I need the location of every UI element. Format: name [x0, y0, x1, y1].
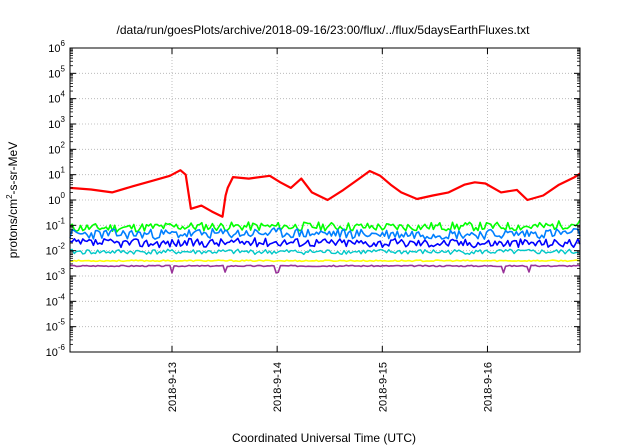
series-line-6 — [69, 264, 581, 274]
y-tick-label-base: 10 — [46, 220, 58, 232]
y-tick-label: 101 — [48, 166, 65, 182]
y-tick-label-base: 10 — [48, 94, 60, 106]
series-lines — [69, 169, 581, 274]
y-tick-label: 10-1 — [46, 216, 66, 232]
y-tick-label-exp: 1 — [61, 166, 66, 175]
y-tick-label: 10-6 — [46, 343, 66, 359]
y-tick-label: 10-4 — [46, 292, 66, 308]
y-tick-label-base: 10 — [48, 119, 60, 131]
y-tick-label-exp: -6 — [58, 343, 66, 352]
x-tick-label: 2018-9-13 — [167, 362, 179, 412]
y-tick-label: 105 — [48, 64, 65, 80]
y-tick-label-exp: -1 — [58, 216, 66, 225]
y-axis-label: protons/cm2-s-sr-MeV — [5, 142, 20, 258]
series-line-4 — [69, 248, 581, 256]
series-line-1 — [69, 219, 581, 233]
y-tick-label: 10-3 — [46, 267, 66, 283]
x-tick-label: 2018-9-14 — [272, 362, 284, 412]
y-tick-label-base: 10 — [48, 68, 60, 80]
y-tick-label-exp: -5 — [58, 318, 66, 327]
y-tick-label-base: 10 — [48, 170, 60, 182]
series-line-5 — [69, 259, 581, 263]
y-tick-label-exp: -3 — [58, 267, 66, 276]
y-tick-label-exp: 3 — [61, 115, 66, 124]
y-tick-label-base: 10 — [46, 347, 58, 359]
y-tick-label-exp: 5 — [61, 64, 66, 73]
y-tick-label: 103 — [48, 115, 65, 131]
x-axis-ticks: 2018-9-13 2018-9-14 2018-9-15 2018-9-16 — [167, 48, 494, 412]
y-tick-label: 100 — [48, 191, 65, 207]
y-axis-ticks: 10-610-510-410-310-210-11001011021031041… — [46, 39, 580, 359]
y-tick-label-base: 10 — [46, 271, 58, 283]
y-tick-label-base: 10 — [46, 296, 58, 308]
series-line-0 — [69, 169, 581, 218]
y-tick-label-exp: 4 — [61, 90, 66, 99]
y-axis-label-sup: 2 — [5, 194, 14, 199]
y-tick-label-exp: -2 — [58, 242, 66, 251]
y-tick-label-base: 10 — [46, 322, 58, 334]
x-axis-label: Coordinated Universal Time (UTC) — [232, 431, 416, 445]
series-line-3 — [69, 237, 581, 249]
x-tick-label: 2018-9-15 — [377, 362, 389, 412]
grid-lines — [70, 48, 580, 352]
y-tick-label-exp: 0 — [61, 191, 66, 200]
y-tick-label-base: 10 — [48, 43, 60, 55]
y-tick-label-exp: 6 — [61, 39, 66, 48]
y-tick-label-base: 10 — [46, 246, 58, 258]
y-tick-label-base: 10 — [48, 195, 60, 207]
series-line-2 — [69, 227, 581, 240]
y-tick-label: 102 — [48, 140, 65, 156]
y-tick-label-base: 10 — [48, 144, 60, 156]
y-axis-label-pre: protons/cm — [6, 199, 20, 258]
y-tick-label: 10-2 — [46, 242, 66, 258]
y-tick-label: 106 — [48, 39, 65, 55]
y-tick-label: 104 — [48, 90, 65, 106]
y-tick-label-exp: 2 — [61, 140, 66, 149]
x-tick-label: 2018-9-16 — [482, 362, 494, 412]
y-tick-label-exp: -4 — [58, 292, 66, 301]
y-axis-label-post: -s-sr-MeV — [6, 142, 20, 195]
y-tick-label: 10-5 — [46, 318, 66, 334]
chart-title: /data/run/goesPlots/archive/2018-09-16/2… — [117, 23, 531, 37]
